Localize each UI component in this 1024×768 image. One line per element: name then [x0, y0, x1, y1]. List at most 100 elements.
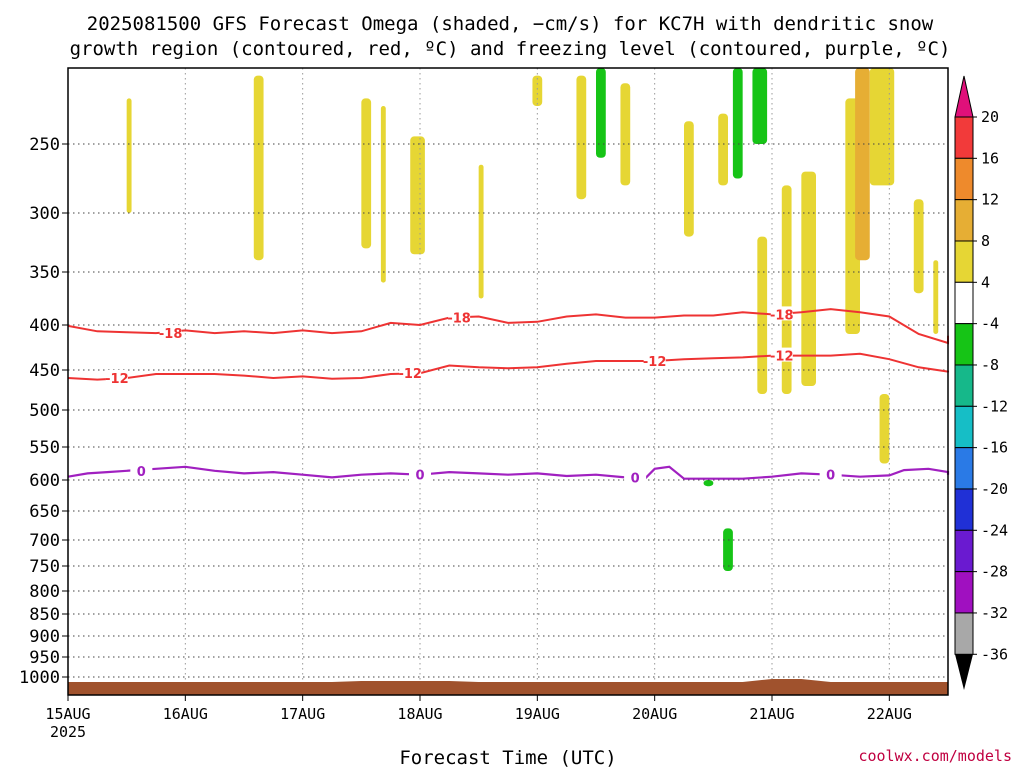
omega-cell [253, 75, 264, 261]
contour-label: 0 [826, 469, 835, 484]
chart-title-line1: 2025081500 GFS Forecast Omega (shaded, −… [87, 13, 934, 35]
omega-cell [410, 136, 425, 255]
colorbar-bin [954, 157, 974, 201]
contour-label: -12 [398, 367, 422, 382]
colorbar-bin [954, 240, 974, 283]
grid-lines [67, 68, 948, 695]
contour-label: -12 [105, 372, 129, 387]
y-tick-label: 450 [29, 361, 60, 381]
colorbar-label: -4 [981, 315, 999, 333]
colorbar-bin [954, 116, 974, 159]
colorbar-bin [954, 571, 974, 614]
x-tick-label: 18AUG [397, 705, 442, 723]
contour-label: 0 [631, 471, 640, 486]
contour-label-bg [409, 466, 431, 481]
contour-label-bg [770, 306, 793, 321]
contour-label: -18 [447, 312, 471, 327]
omega-cell [380, 106, 386, 283]
omega-cell [801, 171, 816, 386]
y-axis-ticks: 250 300 350 400 450 500 550 600 650 700 750 800 850 9… [19, 135, 68, 688]
omega-cell [855, 68, 870, 261]
colorbar-bin [954, 323, 974, 366]
omega-cell [532, 75, 543, 106]
colorbar-label: 4 [981, 273, 990, 291]
contour-label-bg [159, 325, 182, 340]
omega-cell [933, 260, 939, 334]
x-axis-label: Forecast Time (UTC) [399, 747, 616, 768]
contour-label-bg [399, 365, 422, 380]
colorbar-label: -32 [981, 604, 1008, 622]
colorbar-label: -12 [981, 397, 1008, 415]
contour-label: -18 [159, 327, 183, 342]
y-tick-label: 800 [29, 582, 60, 602]
omega-cell [869, 68, 895, 186]
y-tick-label: 1000 [19, 668, 60, 688]
omega-cell [879, 394, 890, 464]
colorbar-label: 16 [981, 149, 999, 167]
contour-label-bg [448, 309, 471, 324]
omega-cell [781, 185, 792, 394]
omega-cell [913, 199, 924, 294]
omega-cell [718, 113, 728, 186]
contour-freezing-line [67, 465, 950, 480]
colorbar-label: -28 [981, 563, 1008, 581]
y-tick-label: 650 [29, 502, 60, 522]
contour-label: 0 [415, 469, 424, 484]
y-tick-label: 600 [29, 471, 60, 491]
x-tick-label: 17AUG [280, 705, 325, 723]
colorbar-label: -16 [981, 439, 1008, 457]
y-tick-label: 550 [29, 438, 60, 458]
y-tick-label: 350 [29, 263, 60, 283]
omega-cell [684, 121, 694, 237]
colorbar-bin [954, 199, 974, 242]
contour-label: -12 [643, 355, 667, 370]
x-tick-label: 15AUG [45, 705, 90, 723]
y-tick-label: 950 [29, 648, 60, 668]
chart-title-line2: growth region (contoured, red, ºC) and f… [70, 38, 951, 60]
y-tick-label: 300 [29, 204, 60, 224]
omega-cell [596, 68, 606, 158]
y-tick-label: 850 [29, 605, 60, 625]
colorbar-label: -8 [981, 356, 999, 374]
contour-label: -18 [770, 308, 794, 323]
omega-cell [732, 68, 743, 179]
colorbar-bin [954, 529, 974, 573]
omega-cell [478, 164, 484, 299]
omega-cell [126, 98, 132, 213]
x-tick-sublabel: 2025 [50, 723, 86, 741]
omega-cell [576, 75, 587, 200]
y-tick-label: 400 [29, 316, 60, 336]
y-tick-label: 700 [29, 531, 60, 551]
colorbar-label: 20 [981, 108, 999, 126]
colorbar-bottom-arrow [955, 654, 973, 690]
credit-text: coolwx.com/models [858, 747, 1012, 765]
y-tick-label: 250 [29, 135, 60, 155]
contour-label-bg [130, 462, 153, 477]
contour-label-bg [819, 466, 842, 481]
y-tick-label: 750 [29, 557, 60, 577]
colorbar-bin [954, 281, 974, 325]
colorbar: 20 16 12 8 4 -4 -8 -12 -16 -20 -24 -28 -32 -36 [954, 75, 1008, 690]
y-tick-label: 500 [29, 401, 60, 421]
colorbar-label: -36 [981, 645, 1008, 663]
colorbar-bin [954, 612, 974, 655]
omega-cell [757, 236, 768, 394]
colorbar-label: 12 [981, 191, 999, 209]
contour-label-bg [770, 347, 793, 362]
terrain-shape [68, 679, 948, 695]
colorbar-label: -24 [981, 521, 1008, 539]
colorbar-label: 8 [981, 232, 990, 250]
colorbar-bin [954, 488, 974, 531]
colorbar-bin [954, 447, 974, 490]
x-tick-label: 22AUG [867, 705, 912, 723]
x-tick-label: 20AUG [632, 705, 677, 723]
contour-label-bg [105, 370, 128, 384]
contour-label: -12 [770, 350, 794, 365]
contour-lines: -18 -18 -18 -12 -12 -12 -12 0 0 0 0 [67, 306, 950, 486]
contour-label-bg [624, 469, 647, 484]
contour-label-bg [643, 353, 666, 367]
omega-cell [703, 480, 714, 487]
colorbar-label: -20 [981, 480, 1008, 498]
